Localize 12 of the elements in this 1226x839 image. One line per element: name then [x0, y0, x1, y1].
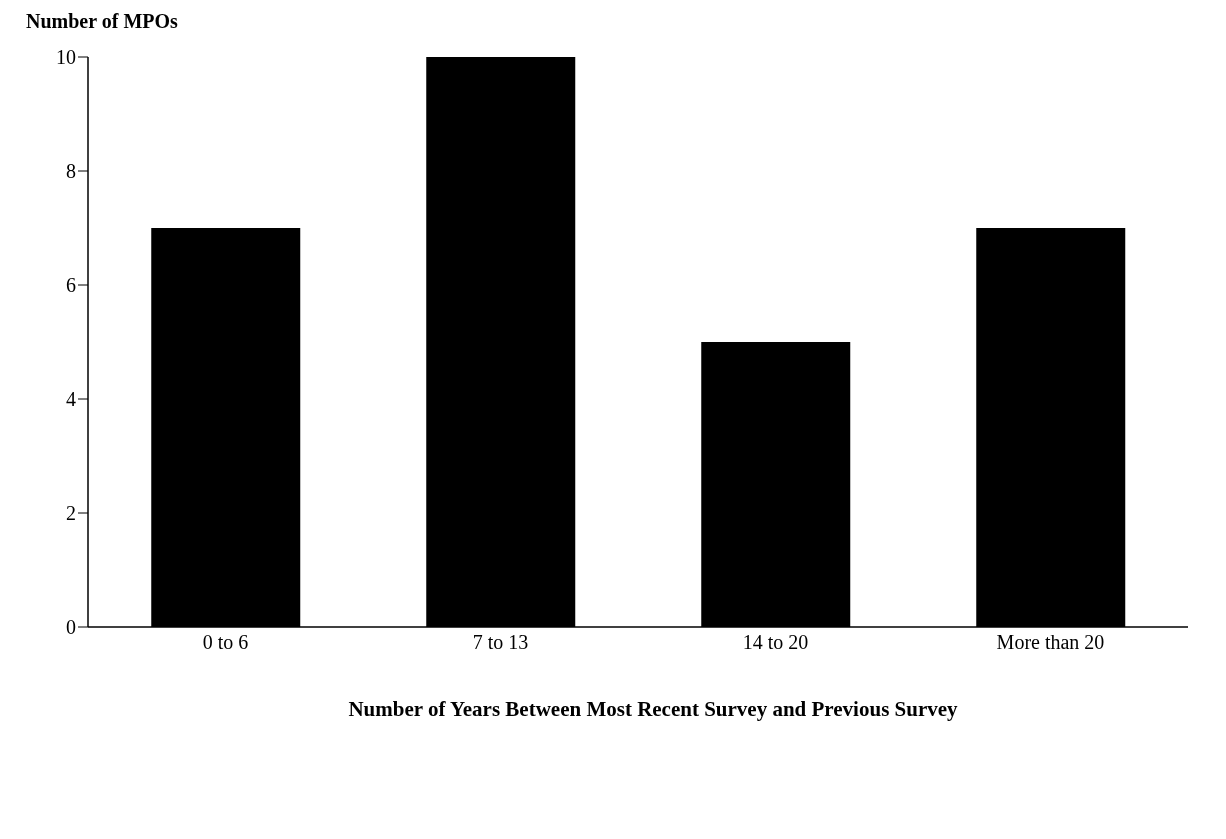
x-tick-label: 14 to 20 — [742, 631, 809, 654]
x-axis-title: Number of Years Between Most Recent Survey and Previous Survey — [347, 697, 959, 722]
y-tick-label: 2 — [66, 502, 76, 525]
x-tick-label: More than 20 — [996, 631, 1105, 654]
y-tick-label: 4 — [66, 388, 76, 411]
x-tick-label: 7 to 13 — [472, 631, 529, 654]
y-tick-label: 0 — [66, 616, 76, 639]
x-tick-label: 0 to 6 — [202, 631, 249, 654]
y-tick-label: 10 — [56, 46, 76, 69]
y-tick-label: 8 — [66, 160, 76, 183]
y-axis-title: Number of MPOs — [26, 10, 179, 33]
y-tick-label: 6 — [66, 274, 76, 297]
